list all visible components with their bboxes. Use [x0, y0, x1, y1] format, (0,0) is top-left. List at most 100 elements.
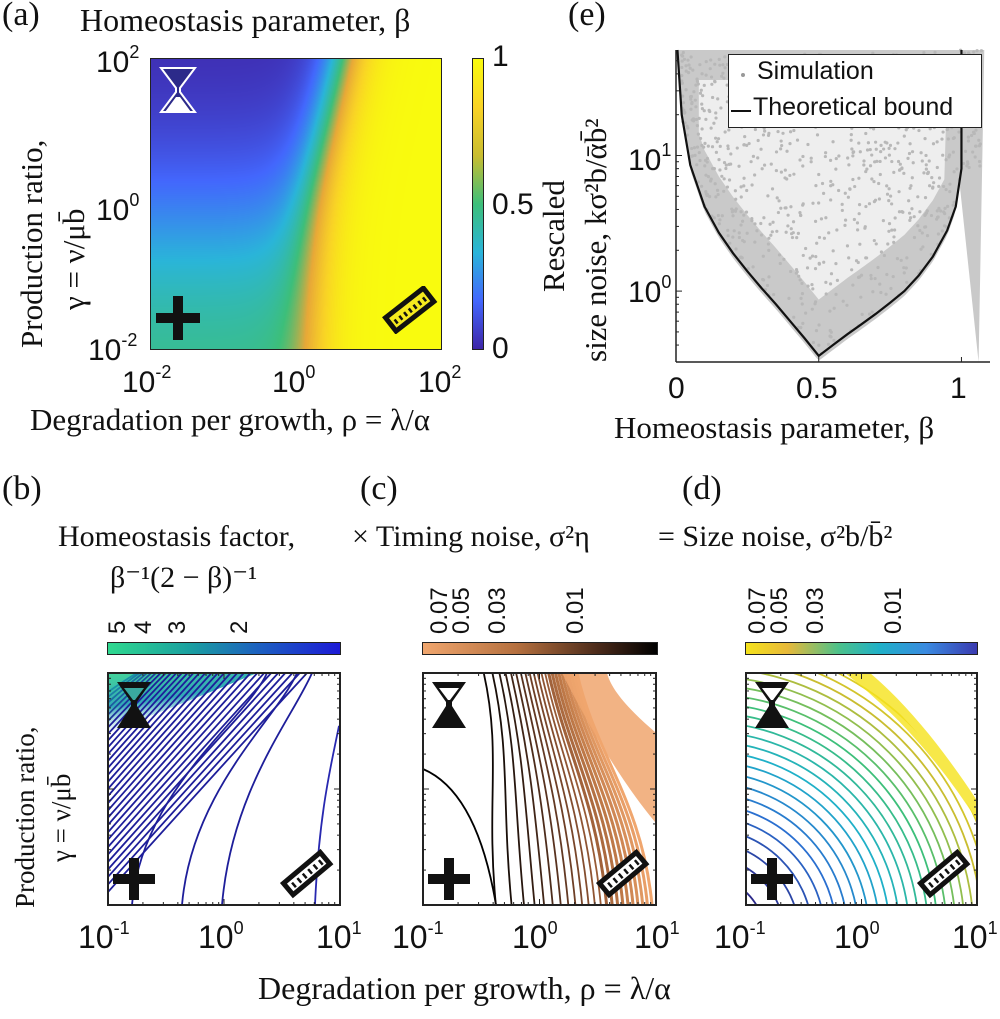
simulation-point: [731, 214, 735, 218]
simulation-point: [898, 162, 902, 166]
heatmap-canvas: [150, 58, 442, 350]
simulation-point: [742, 213, 746, 217]
simulation-point: [779, 147, 783, 151]
simulation-point: [946, 204, 950, 208]
simulation-point: [739, 210, 743, 214]
b-contour-line: [107, 672, 213, 790]
simulation-point: [728, 241, 732, 245]
simulation-point: [893, 147, 897, 151]
simulation-point: [851, 177, 855, 182]
panel-b-contour: [107, 672, 341, 906]
simulation-point: [776, 129, 780, 134]
simulation-point: [690, 154, 694, 158]
simulation-point: [780, 143, 784, 148]
simulation-point: [731, 235, 735, 239]
simulation-point: [874, 140, 878, 144]
simulation-point: [828, 309, 832, 313]
simulation-point: [681, 50, 685, 55]
d-contour-line: [745, 786, 857, 906]
simulation-point: [866, 141, 871, 145]
simulation-point: [946, 137, 950, 141]
simulation-point: [878, 282, 882, 286]
simulation-point: [798, 158, 802, 162]
simulation-point: [895, 257, 900, 261]
simulation-point: [798, 211, 802, 215]
simulation-point: [730, 207, 734, 211]
simulation-point: [871, 290, 875, 294]
d-contour-line: [749, 672, 973, 906]
simulation-point: [887, 146, 891, 151]
simulation-point: [690, 100, 694, 104]
plus-icon: [156, 296, 200, 340]
simulation-point: [890, 159, 894, 164]
simulation-point: [783, 206, 787, 210]
simulation-point: [886, 242, 890, 246]
simulation-point: [952, 200, 956, 204]
hourglass-glass: [762, 688, 782, 700]
simulation-point: [808, 256, 812, 260]
simulation-point: [789, 269, 793, 274]
simulation-point: [970, 133, 974, 138]
simulation-point: [723, 66, 727, 70]
simulation-point: [776, 210, 781, 215]
simulation-point: [713, 182, 717, 186]
simulation-point: [971, 150, 975, 154]
simulation-point: [921, 245, 925, 249]
simulation-point: [702, 109, 706, 113]
simulation-point: [694, 105, 698, 109]
simulation-point: [977, 144, 982, 148]
e-legend: Simulation Theoretical bound: [728, 54, 982, 128]
simulation-point: [824, 216, 828, 220]
simulation-point: [682, 57, 687, 61]
simulation-point: [772, 292, 776, 297]
simulation-point: [765, 283, 770, 288]
simulation-point: [909, 184, 913, 188]
simulation-point: [761, 254, 765, 258]
simulation-point: [717, 158, 721, 162]
simulation-point: [784, 230, 788, 234]
simulation-point: [845, 244, 850, 248]
simulation-point: [869, 277, 873, 281]
simulation-point: [800, 302, 804, 306]
b-colorbar: [107, 642, 341, 655]
simulation-point: [716, 213, 720, 218]
b-contour-line: [181, 672, 298, 906]
a-ylabel-line1: Production ratio,: [14, 139, 49, 348]
hourglass-icon: [432, 682, 466, 728]
simulation-point: [932, 181, 936, 185]
simulation-point: [920, 159, 924, 163]
b-contour-line: [107, 672, 195, 769]
ruler-icon: [382, 286, 438, 334]
simulation-point: [694, 117, 699, 122]
simulation-point: [727, 128, 731, 132]
simulation-point: [872, 238, 876, 243]
simulation-point: [951, 203, 955, 207]
simulation-point: [902, 271, 906, 275]
simulation-point: [798, 278, 802, 282]
simulation-point: [896, 159, 901, 164]
panel-a-title: Homeostasis parameter, β: [80, 2, 411, 38]
simulation-point: [829, 179, 833, 183]
simulation-point: [680, 54, 685, 58]
simulation-point: [804, 246, 808, 251]
simulation-point: [965, 160, 970, 164]
simulation-point: [828, 334, 832, 338]
simulation-point: [837, 154, 841, 158]
simulation-point: [935, 140, 939, 144]
simulation-point: [721, 71, 725, 75]
b-contour-line: [107, 672, 138, 693]
simulation-point: [944, 158, 948, 162]
simulation-point: [925, 234, 930, 238]
simulation-point: [858, 242, 862, 246]
simulation-point: [693, 98, 697, 102]
simulation-point: [709, 75, 714, 79]
simulation-point: [777, 199, 781, 203]
simulation-point: [753, 222, 757, 226]
simulation-point: [708, 195, 712, 199]
simulation-point: [940, 137, 944, 141]
e-xtick-1: 1: [950, 372, 967, 405]
simulation-point: [684, 88, 688, 92]
simulation-point: [704, 173, 708, 177]
a-cbar-tick-0: 0: [492, 332, 509, 365]
simulation-point: [756, 138, 760, 143]
